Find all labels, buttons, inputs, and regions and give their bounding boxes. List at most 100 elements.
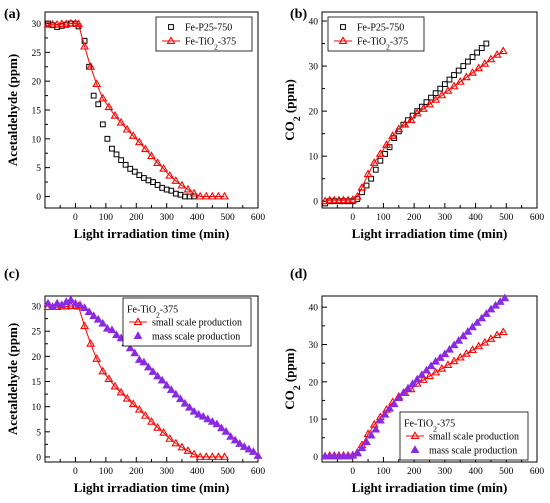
data-point (431, 95, 441, 103)
y-tick-label: 30 (309, 63, 319, 73)
data-point (400, 119, 410, 128)
data-point (171, 176, 181, 184)
y-tick-label: 30 (32, 20, 42, 30)
data-point (43, 298, 53, 307)
series-line (325, 50, 504, 202)
data-point (437, 363, 447, 372)
x-tick-label: 200 (407, 467, 422, 477)
x-tick-label: 100 (99, 467, 114, 477)
data-point (86, 339, 96, 347)
data-point (455, 67, 462, 74)
x-tick-label: 200 (407, 213, 422, 223)
x-tick-label: 0 (350, 467, 355, 477)
data-point (66, 18, 76, 27)
y-tick-label: 0 (313, 453, 318, 463)
data-point (75, 23, 82, 30)
data-point (104, 135, 111, 142)
data-point (90, 92, 97, 99)
data-point (410, 431, 420, 439)
data-point (409, 112, 416, 119)
data-point (104, 102, 114, 111)
data-point (325, 195, 335, 204)
legend-label: mass scale production (152, 332, 240, 343)
data-point (162, 380, 172, 389)
data-point (483, 40, 490, 47)
data-point (201, 452, 211, 460)
y-axis-label: CO2 (ppm) (282, 79, 303, 141)
data-point (166, 385, 176, 394)
data-point (221, 427, 231, 435)
y-tick-label: 40 (309, 304, 319, 314)
series (43, 295, 263, 459)
data-point (153, 423, 163, 431)
data-point (418, 375, 428, 383)
data-point (110, 110, 120, 119)
data-point (48, 19, 58, 28)
legend-label: small scale production (152, 318, 242, 329)
data-point (478, 45, 485, 51)
data-point (147, 151, 156, 160)
data-point (89, 311, 99, 320)
x-tick-label: 0 (350, 213, 355, 223)
data-point (244, 444, 254, 453)
series (43, 301, 230, 460)
y-tick-label: 10 (309, 153, 319, 163)
data-point (431, 367, 441, 376)
data-point (343, 195, 353, 204)
x-tick-label: 300 (160, 213, 175, 223)
data-point (92, 354, 102, 362)
data-point (464, 58, 471, 65)
data-point (388, 131, 398, 139)
data-point (157, 375, 167, 384)
data-point (122, 124, 132, 133)
data-point (339, 195, 348, 204)
data-point (153, 158, 163, 166)
x-tick-label: 400 (190, 213, 205, 223)
y-tick-label: 0 (36, 193, 41, 203)
data-point (253, 451, 263, 459)
data-point (410, 445, 420, 453)
data-point (159, 164, 169, 172)
data-point (474, 49, 481, 56)
data-point (147, 416, 156, 425)
data-point (363, 182, 370, 189)
x-tick-label: 600 (530, 213, 545, 223)
data-point (455, 77, 465, 85)
y-tick-label: 20 (309, 108, 319, 118)
data-point (455, 352, 465, 361)
data-point (389, 399, 399, 408)
chart-panel: 0 100 200 300 400 500 600 0 5 10 15 20 25 30 Light irr… (4, 267, 265, 495)
data-point (107, 325, 117, 334)
data-point (128, 399, 138, 408)
x-tick-label: 100 (376, 467, 391, 477)
data-point (363, 169, 373, 178)
data-point (165, 434, 175, 442)
data-point (421, 365, 431, 374)
data-point (52, 19, 62, 28)
x-tick-label: 600 (530, 467, 545, 477)
data-point (140, 144, 150, 153)
data-point (394, 393, 404, 402)
data-point (417, 370, 427, 379)
series (320, 293, 510, 460)
data-point (449, 81, 459, 90)
data-point (239, 442, 249, 450)
data-point (122, 393, 132, 402)
data-point (171, 389, 181, 398)
data-point (444, 344, 454, 353)
data-point (189, 188, 199, 197)
data-point (134, 404, 144, 413)
data-point (398, 388, 408, 396)
data-point (437, 85, 444, 92)
data-point (426, 361, 436, 370)
data-point (80, 41, 90, 50)
legend-item: Fe-P25-750 (168, 23, 232, 34)
data-point (226, 432, 236, 440)
data-point (220, 452, 230, 460)
data-point (463, 327, 473, 335)
data-point (480, 337, 490, 346)
legend-item: Fe-TiO2-375 (334, 36, 408, 51)
legend-title: Fe-TiO2-375 (404, 419, 455, 434)
data-point (338, 36, 348, 44)
data-point (460, 63, 467, 69)
